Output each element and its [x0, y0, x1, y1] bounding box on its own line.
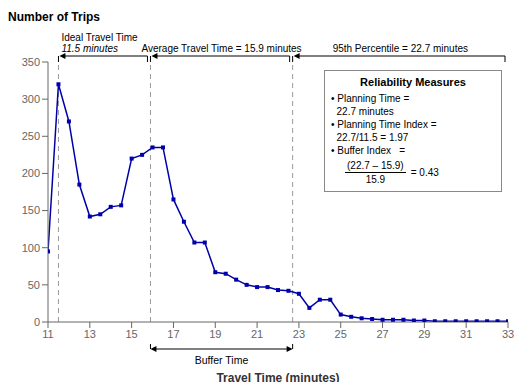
svg-text:350: 350: [22, 56, 40, 68]
html-text:22.7 minutes: 22.7 minutes: [331, 106, 394, 117]
html-text:• Planning Time =: • Planning Time =: [331, 93, 410, 104]
svg-text:150: 150: [22, 204, 40, 216]
svg-text:Buffer Time: Buffer Time: [195, 354, 249, 366]
svg-text:11: 11: [42, 328, 53, 340]
svg-text:33: 33: [502, 328, 514, 340]
svg-text:21: 21: [251, 328, 263, 340]
html-text:= 0.43: = 0.43: [410, 167, 439, 178]
svg-text:Average Travel Time = 15.9 min: Average Travel Time = 15.9 minutes: [141, 43, 301, 54]
html-text:22.7/11.5 = 1.97: 22.7/11.5 = 1.97: [331, 132, 409, 143]
html-text:Reliability Measures: Reliability Measures: [360, 76, 466, 88]
svg-text:95th Percentile = 22.7 minutes: 95th Percentile = 22.7 minutes: [333, 43, 468, 54]
svg-text:27: 27: [376, 328, 388, 340]
svg-text:0: 0: [34, 316, 40, 328]
svg-text:300: 300: [22, 93, 40, 105]
svg-text:25: 25: [335, 328, 347, 340]
svg-text:19: 19: [209, 328, 221, 340]
svg-text:15: 15: [126, 328, 138, 340]
svg-text:Travel Time (minutes): Travel Time (minutes): [216, 371, 339, 382]
svg-text:31: 31: [460, 328, 472, 340]
svg-text:17: 17: [167, 328, 179, 340]
html-text:Number of Trips: Number of Trips: [8, 10, 100, 24]
svg-text:11.5 minutes: 11.5 minutes: [61, 43, 118, 54]
html-text:• Planning Time Index =: • Planning Time Index =: [331, 119, 437, 130]
svg-text:23: 23: [293, 328, 305, 340]
svg-text:13: 13: [84, 328, 96, 340]
svg-text:29: 29: [418, 328, 430, 340]
html-text:15.9: 15.9: [365, 174, 386, 185]
html-text:(22.7 – 15.9): (22.7 – 15.9): [347, 160, 404, 171]
svg-text:100: 100: [22, 242, 40, 254]
svg-text:250: 250: [22, 130, 40, 142]
svg-text:200: 200: [22, 167, 40, 179]
svg-text:50: 50: [28, 279, 40, 291]
html-text:• Buffer Index =: • Buffer Index =: [331, 145, 406, 156]
svg-text:Ideal Travel Time: Ideal Travel Time: [61, 32, 138, 43]
